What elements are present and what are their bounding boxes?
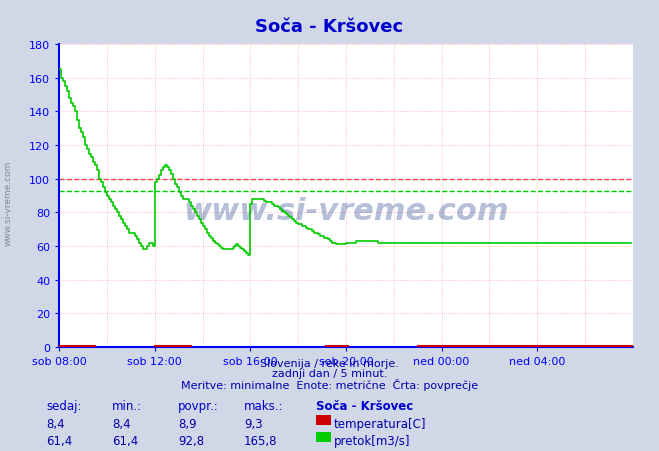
- Text: Slovenija / reke in morje.: Slovenija / reke in morje.: [260, 359, 399, 368]
- Text: pretok[m3/s]: pretok[m3/s]: [334, 434, 411, 447]
- Text: 8,9: 8,9: [178, 417, 196, 430]
- Text: Meritve: minimalne  Enote: metrične  Črta: povprečje: Meritve: minimalne Enote: metrične Črta:…: [181, 378, 478, 391]
- Text: 165,8: 165,8: [244, 434, 277, 447]
- Text: www.si-vreme.com: www.si-vreme.com: [183, 197, 509, 226]
- Text: temperatura[C]: temperatura[C]: [334, 417, 426, 430]
- Text: sedaj:: sedaj:: [46, 399, 82, 412]
- Text: Soča - Kršovec: Soča - Kršovec: [316, 399, 414, 412]
- Text: 8,4: 8,4: [112, 417, 130, 430]
- Text: 61,4: 61,4: [46, 434, 72, 447]
- Text: Soča - Kršovec: Soča - Kršovec: [256, 18, 403, 36]
- Text: povpr.:: povpr.:: [178, 399, 219, 412]
- Text: 9,3: 9,3: [244, 417, 262, 430]
- Text: min.:: min.:: [112, 399, 142, 412]
- Text: 61,4: 61,4: [112, 434, 138, 447]
- Text: www.si-vreme.com: www.si-vreme.com: [4, 161, 13, 245]
- Text: zadnji dan / 5 minut.: zadnji dan / 5 minut.: [272, 368, 387, 378]
- Text: maks.:: maks.:: [244, 399, 283, 412]
- Text: 8,4: 8,4: [46, 417, 65, 430]
- Text: 92,8: 92,8: [178, 434, 204, 447]
